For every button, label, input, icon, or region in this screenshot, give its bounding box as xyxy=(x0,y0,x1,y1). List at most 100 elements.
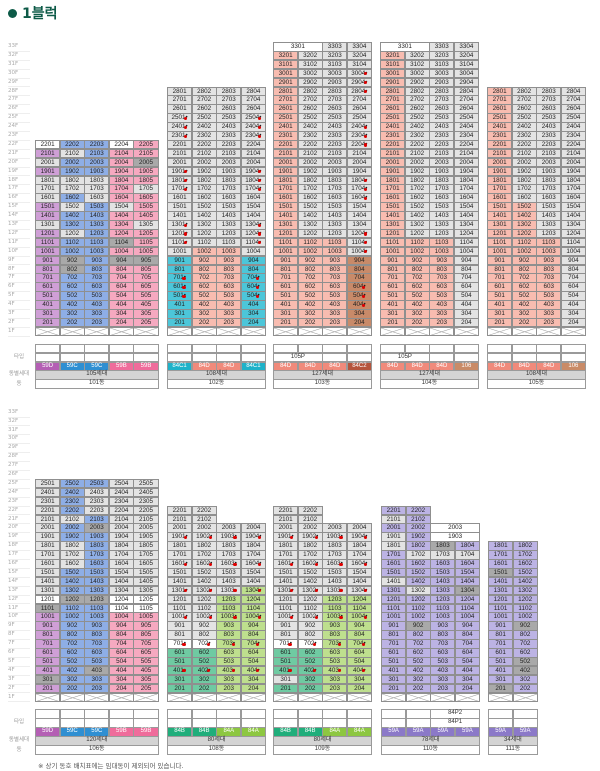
unit-number: 1503 xyxy=(327,568,342,576)
floor-label: 6F xyxy=(8,648,30,658)
building-name[interactable]: 103동 xyxy=(273,379,372,389)
unit-number: 302 xyxy=(411,310,423,317)
unit-number: 2303 xyxy=(221,132,236,139)
unit-number: 1904• xyxy=(351,533,368,541)
unit-number: 301 xyxy=(42,675,53,683)
building-name[interactable]: 109동 xyxy=(273,745,372,755)
unit-number: 1005 xyxy=(138,613,153,621)
unit-number: 2004 xyxy=(566,158,581,166)
unit-number: 1804 xyxy=(460,542,475,550)
unit-number: 503 xyxy=(437,657,449,665)
ground-floor-pilotis xyxy=(167,326,193,337)
unit-number: 2001 xyxy=(278,158,293,166)
unit-number: 1001 xyxy=(172,247,187,255)
unit-number: 1203 xyxy=(435,595,450,603)
unit-number: 203 xyxy=(436,318,448,326)
building-name[interactable]: 102동 xyxy=(167,379,266,389)
unit-number: 501 xyxy=(174,657,185,665)
unit-number: 602 xyxy=(198,283,210,291)
unit-number: 1401 xyxy=(278,577,293,585)
building-name[interactable]: 108동 xyxy=(167,745,266,755)
unit-number: 902 xyxy=(198,256,210,264)
unit-number: 1103 xyxy=(90,604,104,612)
building-name[interactable]: 105동 xyxy=(487,379,586,389)
floor-label: 17F xyxy=(8,184,30,195)
ground-floor-pilotis xyxy=(488,692,514,702)
floor-label: 9F xyxy=(8,256,30,266)
unit-number: 1603 xyxy=(327,194,342,202)
unit-number: 702• xyxy=(197,640,211,648)
unit-number: 1102 xyxy=(65,238,79,246)
unit-number: 305 xyxy=(140,675,152,683)
unit-number: 1001 xyxy=(40,247,55,255)
unit-number: 702 xyxy=(411,274,423,282)
floor-label: 16F xyxy=(8,193,30,204)
unit-number: 2602 xyxy=(303,105,318,113)
unit-number: 1904 xyxy=(114,167,129,175)
unit-number: 1103 xyxy=(328,238,342,246)
unit-number: 1202 xyxy=(303,229,318,237)
building-name[interactable]: 111동 xyxy=(488,745,538,755)
unit-number: 2004 xyxy=(459,158,474,166)
unit-number: 1204• xyxy=(351,229,368,237)
ground-floor-pilotis xyxy=(240,692,266,702)
unit-number: 2504• xyxy=(245,114,262,122)
floor-label: 2F xyxy=(8,684,30,694)
unit-number: 2304 xyxy=(114,497,129,505)
cross-icon xyxy=(60,693,84,701)
unit-number: 804 xyxy=(354,631,365,639)
building-name[interactable]: 106동 xyxy=(35,745,159,755)
floor-label: 33F xyxy=(8,42,30,52)
unit-number: 503 xyxy=(91,292,103,300)
unit-number: 2104 xyxy=(246,149,261,157)
unit-number: 2403 xyxy=(434,123,449,131)
unit-number: 2303 xyxy=(89,497,104,505)
unit-number: 303 xyxy=(329,310,341,317)
unit-number: 1204 xyxy=(114,595,129,603)
unit-number: 1603• xyxy=(220,560,237,567)
unit-number: 1301 xyxy=(386,586,401,594)
floor-label: 8F xyxy=(8,265,30,275)
floor-label: 25F xyxy=(8,479,30,489)
building-name[interactable]: 104동 xyxy=(380,379,479,389)
unit-cell-merged[interactable]: 1903 xyxy=(430,532,480,542)
unit-cell-merged[interactable]: 3301 xyxy=(273,42,323,52)
unit-number: 2602 xyxy=(410,105,425,113)
unit-number: 1901 xyxy=(278,167,293,175)
unit-number: 702 xyxy=(304,274,316,282)
unit-number: 701• xyxy=(279,640,292,648)
unit-number: 1304 xyxy=(459,221,474,228)
unit-number: 1103 xyxy=(90,238,104,246)
unit-number: 1303 xyxy=(541,221,556,228)
unit-number: 2104 xyxy=(459,149,474,157)
unit-number: 1501 xyxy=(385,203,400,211)
unit-number: 204 xyxy=(248,318,259,326)
unit-number: 1403 xyxy=(327,212,342,220)
ground-floor-pilotis xyxy=(273,326,299,337)
unit-number: 203 xyxy=(543,318,555,326)
unit-number: 1303 xyxy=(89,221,104,228)
unit-number: 1905 xyxy=(138,533,153,541)
unit-number: 802 xyxy=(518,265,530,273)
unit-number: 402 xyxy=(198,301,210,309)
unit-number: 805 xyxy=(140,631,152,639)
unit-number: 401 xyxy=(495,666,506,674)
building-name[interactable]: 110동 xyxy=(381,745,480,755)
unit-number: 304 xyxy=(248,675,259,683)
unit-number: 1503 xyxy=(89,568,104,576)
floor-label: 30F xyxy=(8,434,30,445)
unit-number: 1004 xyxy=(566,247,581,255)
unit-number: 802 xyxy=(519,631,531,639)
unit-number: 2501 xyxy=(492,114,507,122)
unit-number: 1203 xyxy=(327,595,342,603)
ground-floor-pilotis xyxy=(487,326,513,337)
unit-number: 1501 xyxy=(40,203,55,211)
building-name[interactable]: 101동 xyxy=(35,379,159,389)
unit-number: 2001 xyxy=(40,524,55,532)
unit-number: 401 xyxy=(42,666,53,674)
unit-number: 903 xyxy=(436,256,448,264)
unit-number: 1605 xyxy=(138,560,153,567)
unit-cell-merged[interactable]: 3301 xyxy=(380,42,430,52)
unit-number: 1301 xyxy=(492,221,507,228)
unit-number: 1705 xyxy=(138,551,153,559)
